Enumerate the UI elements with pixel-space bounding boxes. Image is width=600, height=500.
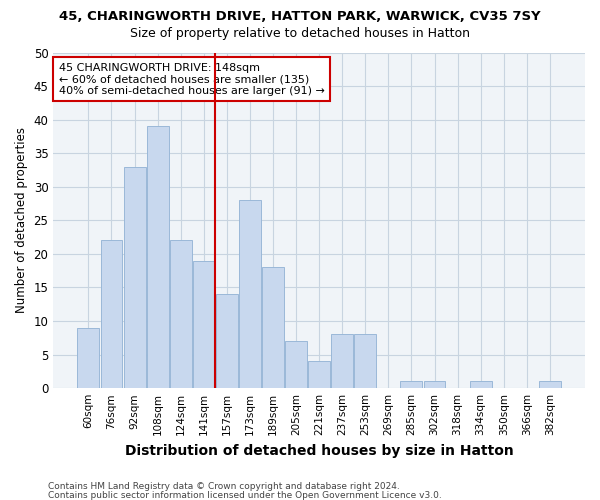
Bar — [193, 260, 215, 388]
Y-axis label: Number of detached properties: Number of detached properties — [15, 128, 28, 314]
Text: Contains HM Land Registry data © Crown copyright and database right 2024.: Contains HM Land Registry data © Crown c… — [48, 482, 400, 491]
Bar — [470, 382, 491, 388]
Bar — [262, 268, 284, 388]
Bar — [124, 166, 146, 388]
Bar — [539, 382, 561, 388]
Text: 45 CHARINGWORTH DRIVE: 148sqm
← 60% of detached houses are smaller (135)
40% of : 45 CHARINGWORTH DRIVE: 148sqm ← 60% of d… — [59, 62, 325, 96]
Bar — [101, 240, 122, 388]
Text: Contains public sector information licensed under the Open Government Licence v3: Contains public sector information licen… — [48, 491, 442, 500]
Bar — [424, 382, 445, 388]
Bar — [308, 362, 330, 388]
Bar — [355, 334, 376, 388]
Text: Size of property relative to detached houses in Hatton: Size of property relative to detached ho… — [130, 28, 470, 40]
Bar — [331, 334, 353, 388]
Bar — [239, 200, 261, 388]
Bar — [77, 328, 100, 388]
X-axis label: Distribution of detached houses by size in Hatton: Distribution of detached houses by size … — [125, 444, 514, 458]
Bar — [170, 240, 191, 388]
Text: 45, CHARINGWORTH DRIVE, HATTON PARK, WARWICK, CV35 7SY: 45, CHARINGWORTH DRIVE, HATTON PARK, WAR… — [59, 10, 541, 23]
Bar — [146, 126, 169, 388]
Bar — [216, 294, 238, 388]
Bar — [285, 341, 307, 388]
Bar — [400, 382, 422, 388]
